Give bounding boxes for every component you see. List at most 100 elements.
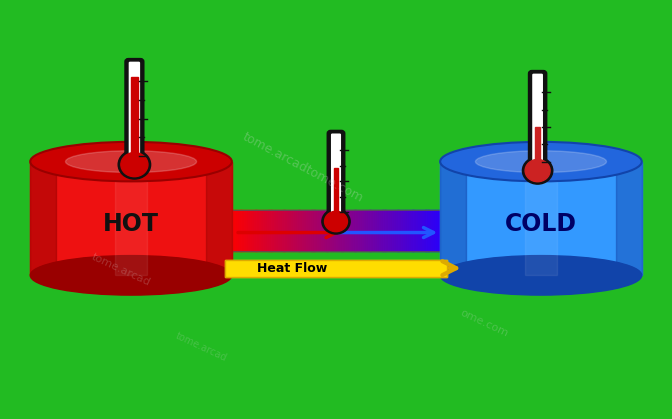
Bar (407, 210, 411, 251)
Bar (360, 210, 363, 251)
Text: tome.arcadtome.com: tome.arcadtome.com (240, 130, 365, 205)
FancyBboxPatch shape (328, 131, 344, 225)
Ellipse shape (440, 256, 642, 295)
Bar (415, 210, 419, 251)
Bar (269, 210, 273, 251)
Circle shape (322, 209, 350, 234)
Bar (398, 210, 402, 251)
Bar (525, 162, 557, 275)
Bar (286, 210, 290, 251)
Bar (343, 210, 346, 251)
Bar (386, 210, 389, 251)
Bar (115, 162, 147, 275)
Bar (239, 210, 243, 251)
Bar (413, 210, 417, 251)
Ellipse shape (30, 142, 232, 181)
Bar (30, 162, 232, 275)
Bar (302, 210, 305, 251)
Bar (304, 210, 307, 251)
Bar (375, 210, 378, 251)
Bar (206, 162, 232, 275)
Bar (225, 260, 447, 277)
Bar (317, 210, 320, 251)
Text: COLD: COLD (505, 212, 577, 236)
Bar (409, 210, 413, 251)
Bar (370, 210, 374, 251)
Bar (431, 210, 434, 251)
Bar (306, 210, 309, 251)
Text: Heat Flow: Heat Flow (257, 261, 327, 275)
Bar (334, 210, 337, 251)
Bar (246, 210, 249, 251)
Bar (300, 210, 303, 251)
Circle shape (522, 157, 553, 184)
Bar (426, 210, 430, 251)
Bar (241, 210, 245, 251)
Bar (276, 210, 280, 251)
Bar (424, 210, 427, 251)
Circle shape (121, 153, 148, 177)
Ellipse shape (65, 151, 196, 173)
Bar (351, 210, 355, 251)
Ellipse shape (440, 142, 642, 181)
Bar (308, 210, 312, 251)
Bar (411, 210, 415, 251)
Bar (259, 210, 262, 251)
Bar (278, 210, 282, 251)
Bar (333, 168, 339, 218)
Text: tome.arcad: tome.arcad (174, 331, 229, 363)
Bar (284, 210, 288, 251)
Bar (338, 210, 341, 251)
Bar (230, 210, 234, 251)
Circle shape (325, 211, 347, 232)
Bar (252, 210, 255, 251)
Bar (280, 210, 284, 251)
Bar (257, 210, 260, 251)
Bar (440, 162, 466, 275)
Bar (377, 210, 380, 251)
Bar (439, 210, 443, 251)
Bar (243, 210, 247, 251)
Bar (267, 210, 271, 251)
Bar (379, 210, 382, 251)
Bar (336, 210, 339, 251)
Bar (325, 210, 329, 251)
FancyBboxPatch shape (530, 71, 546, 174)
Bar (332, 210, 335, 251)
Bar (418, 210, 421, 251)
Bar (319, 210, 323, 251)
Bar (440, 162, 642, 275)
Bar (295, 210, 298, 251)
Bar (312, 210, 316, 251)
Bar (289, 210, 292, 251)
Bar (422, 210, 425, 251)
Bar (271, 210, 275, 251)
Text: tome.arcad: tome.arcad (90, 251, 152, 287)
Bar (228, 210, 444, 251)
Bar (390, 210, 393, 251)
Bar (274, 210, 277, 251)
Bar (261, 210, 264, 251)
Bar (327, 210, 331, 251)
Bar (233, 210, 237, 251)
Bar (345, 210, 348, 251)
Bar (225, 260, 447, 277)
Bar (30, 162, 56, 275)
Bar (366, 210, 370, 251)
Bar (297, 210, 301, 251)
Bar (349, 210, 352, 251)
Bar (265, 210, 269, 251)
Bar (433, 210, 436, 251)
Bar (396, 210, 400, 251)
Bar (353, 210, 357, 251)
Bar (358, 210, 361, 251)
Bar (392, 210, 395, 251)
Bar (405, 210, 409, 251)
Bar (364, 210, 368, 251)
Bar (368, 210, 372, 251)
Bar (340, 210, 344, 251)
Bar (429, 210, 432, 251)
Bar (420, 210, 423, 251)
Bar (248, 210, 251, 251)
Bar (131, 78, 138, 162)
